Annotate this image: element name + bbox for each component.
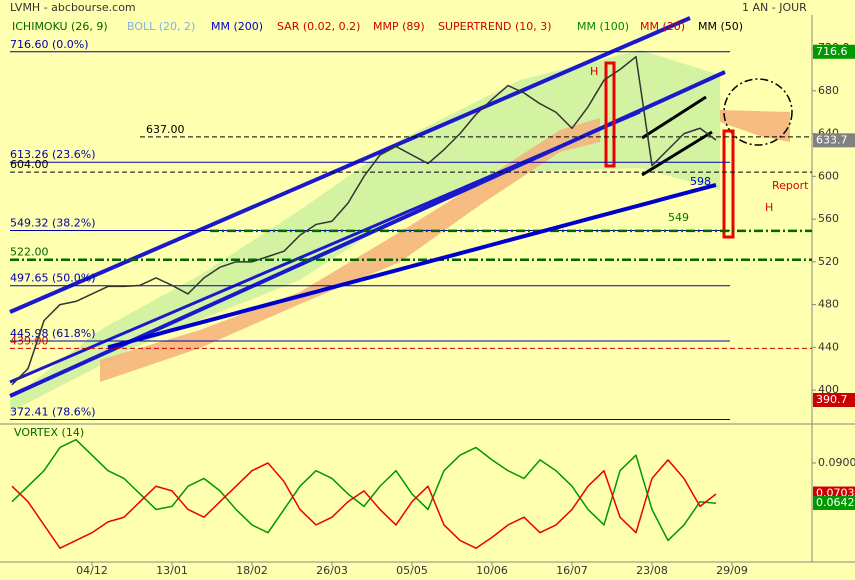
y-tick-label: 560 <box>818 212 839 225</box>
price-tag <box>813 44 855 59</box>
channel-inner <box>9 110 641 384</box>
ichimoku-cloud-future <box>720 110 790 142</box>
legend-entry: MM (50) <box>698 20 743 33</box>
x-tick-label: 04/12 <box>76 564 108 577</box>
y-tick-label: 520 <box>818 255 839 268</box>
level-label: 372.41 (78.6%) <box>10 406 96 419</box>
level-label: 445.98 (61.8%) <box>10 327 96 340</box>
annotation: 598 <box>690 175 711 188</box>
price-tag-label: 390.7 <box>816 393 848 406</box>
header-period: 1 AN - JOUR <box>742 1 807 14</box>
red-marker <box>722 129 735 239</box>
price-tag <box>813 393 855 408</box>
wedge-line <box>641 95 707 140</box>
level-label: 549.32 (38.2%) <box>10 217 96 230</box>
legend-entry: BOLL (20, 2) <box>127 20 195 33</box>
level-label: 637.00 <box>146 123 185 136</box>
legend-entry: MM (100) <box>577 20 629 33</box>
series-line <box>11 459 717 549</box>
x-tick-label: 29/09 <box>716 564 748 577</box>
x-tick-label: 26/03 <box>316 564 348 577</box>
x-tick-label: 23/08 <box>636 564 668 577</box>
level-label: 497.65 (50.0%) <box>10 272 96 285</box>
series-line <box>107 182 717 350</box>
legend-entry: ICHIMOKU (26, 9) <box>12 20 108 33</box>
wedge-line <box>641 130 713 177</box>
ellipse-marker <box>723 78 793 146</box>
price-tag <box>813 133 855 148</box>
x-tick-label: 10/06 <box>476 564 508 577</box>
level-label: 439.00 <box>10 334 49 347</box>
price-tag-label: 716.6 <box>816 45 848 58</box>
channel-upper <box>9 16 691 314</box>
red-marker <box>604 61 616 168</box>
x-tick-label: 05/05 <box>396 564 428 577</box>
panel-title: VORTEX (14) <box>14 426 84 439</box>
price-tag-label: 0.0642 <box>816 496 855 509</box>
legend-entry: MM (20) <box>640 20 685 33</box>
series-line <box>11 438 717 542</box>
legend-entry: MMP (89) <box>373 20 425 33</box>
y-tick-label: 480 <box>818 298 839 311</box>
x-tick-label: 16/07 <box>556 564 588 577</box>
x-tick-label: 13/01 <box>156 564 188 577</box>
legend-entry: SAR (0.02, 0.2) <box>277 20 360 33</box>
price-tag <box>813 495 855 510</box>
legend-entry: MM (200) <box>211 20 263 33</box>
y-tick-label: 680 <box>818 84 839 97</box>
legend-entry: SUPERTREND (10, 3) <box>438 20 552 33</box>
annotation: H <box>590 65 598 78</box>
y-tick-label: 600 <box>818 169 839 182</box>
series-line <box>11 55 717 386</box>
header-title: LVMH - abcbourse.com <box>10 1 136 14</box>
level-label: 716.60 (0.0%) <box>10 38 89 51</box>
level-label: 522.00 <box>10 246 49 259</box>
y-tick-label: 0.0900 <box>818 456 855 469</box>
ichimoku-cloud <box>100 118 600 382</box>
annotation: Report <box>772 179 809 192</box>
level-label: 613.26 (23.6%) <box>10 148 96 161</box>
y-tick-label: 440 <box>818 340 839 353</box>
price-tag-label: 633.7 <box>816 133 848 146</box>
level-label: 604.00 <box>10 158 49 171</box>
annotation: H <box>765 201 773 214</box>
annotation: 549 <box>668 211 689 224</box>
y-tick-label: 400 <box>818 383 839 396</box>
x-tick-label: 18/02 <box>236 564 268 577</box>
